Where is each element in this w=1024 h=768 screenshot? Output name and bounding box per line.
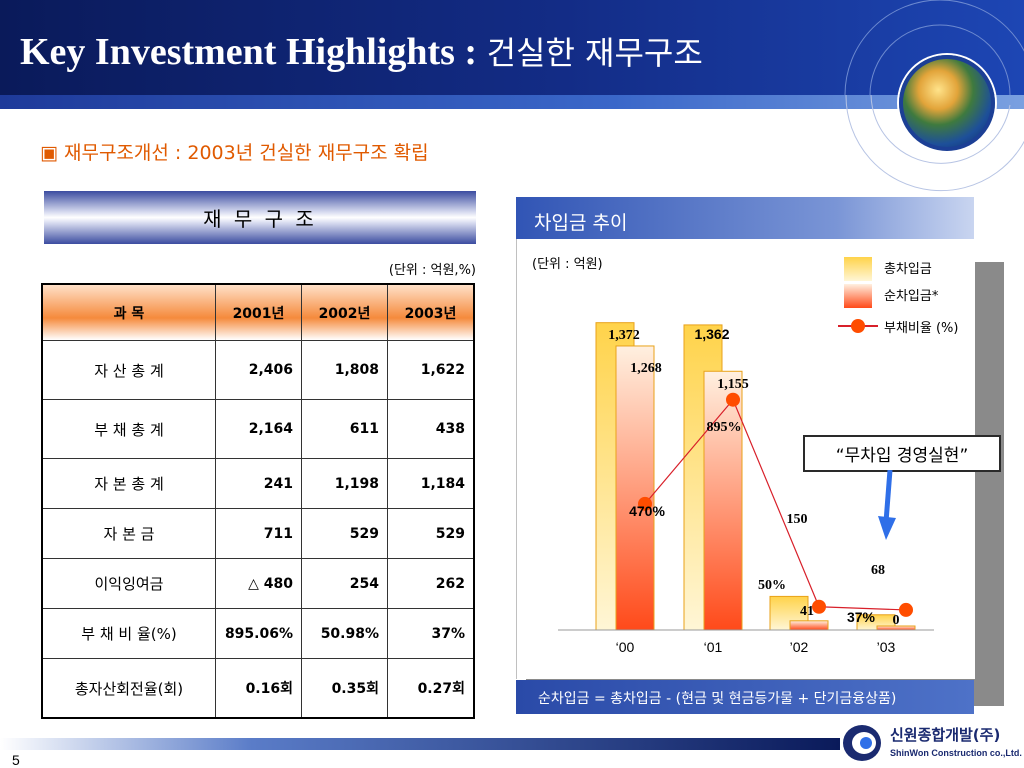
cell-value: 0.27회 bbox=[387, 658, 475, 719]
section-subtitle: ▣ 재무구조개선 : 2003년 건실한 재무구조 확립 bbox=[40, 142, 429, 164]
row-label: 부 채 총 계 bbox=[41, 399, 216, 459]
x-tick-label: ’03 bbox=[877, 639, 896, 655]
chart-footnote-bar: 순차입금 = 총차입금 - (현금 및 현금등가물 + 단기금융상품) bbox=[516, 680, 974, 714]
legend-swatch-total bbox=[844, 257, 872, 281]
row-label: 부 채 비 율(%) bbox=[41, 608, 216, 659]
cell-value: 895.06% bbox=[215, 608, 302, 659]
company-name-en: ShinWon Construction co.,Ltd. bbox=[890, 748, 1022, 758]
data-label-total: 1,362 bbox=[694, 326, 729, 342]
cell-value: 254 bbox=[301, 558, 388, 609]
callout-box: “무차입 경영실현” bbox=[803, 435, 1001, 472]
chart-panel-header: 차입금 추이 bbox=[516, 197, 974, 239]
data-label-total: 1,372 bbox=[608, 328, 640, 343]
bar-net-borrowings bbox=[615, 345, 655, 631]
data-label-ratio: 37% bbox=[847, 609, 876, 625]
table-row: 총자산회전율(회) 0.16회 0.35회 0.27회 bbox=[41, 658, 475, 719]
table-title: 재 무 구 조 bbox=[44, 191, 476, 244]
chart-footnote: 순차입금 = 총차입금 - (현금 및 현금등가물 + 단기금융상품) bbox=[538, 691, 897, 707]
cell-value: 611 bbox=[301, 399, 388, 459]
data-label-total: 68 bbox=[871, 563, 885, 578]
legend-swatch-net bbox=[844, 284, 872, 308]
bar-net-borrowings bbox=[703, 370, 743, 631]
cell-value: 241 bbox=[215, 458, 302, 509]
cell-value: 1,808 bbox=[301, 340, 388, 400]
financial-structure-table: 과 목 2001년 2002년 2003년 자 산 총 계 2,406 1,80… bbox=[41, 283, 475, 719]
row-label: 자 본 금 bbox=[41, 508, 216, 559]
cell-value: 262 bbox=[387, 558, 475, 609]
cell-value: 438 bbox=[387, 399, 475, 459]
table-row: 자 산 총 계 2,406 1,808 1,622 bbox=[41, 340, 475, 400]
footer-band bbox=[0, 738, 840, 750]
row-label: 총자산회전율(회) bbox=[41, 658, 216, 719]
data-label-ratio: 50% bbox=[758, 578, 786, 593]
table-row: 부 채 비 율(%) 895.06% 50.98% 37% bbox=[41, 608, 475, 659]
cell-value: 529 bbox=[387, 508, 475, 559]
debt-ratio-point bbox=[726, 392, 740, 407]
globe-icon bbox=[899, 55, 995, 151]
debt-ratio-line: 470% 895% 50% 37% bbox=[629, 392, 913, 625]
legend-label: 순차입금* bbox=[884, 289, 939, 304]
cell-value: 37% bbox=[387, 608, 475, 659]
decorative-arcs bbox=[844, 0, 1024, 95]
company-logo: 신원종합개발(주) ShinWon Construction co.,Ltd. bbox=[838, 722, 1022, 764]
chart-title: 차입금 추이 bbox=[534, 212, 628, 234]
table-row: 부 채 총 계 2,164 611 438 bbox=[41, 399, 475, 459]
debt-ratio-point bbox=[638, 496, 652, 511]
x-tick-labels: ‘00 ‘01 ’02 ’03 bbox=[616, 639, 896, 655]
bar-net-borrowings bbox=[789, 620, 829, 631]
cell-value: 0.35회 bbox=[301, 658, 388, 719]
table-header-row: 과 목 2001년 2002년 2003년 bbox=[41, 283, 475, 341]
down-arrow-icon bbox=[878, 470, 896, 540]
table-row: 자 본 금 711 529 529 bbox=[41, 508, 475, 559]
page-number: 5 bbox=[12, 752, 20, 768]
cell-value: 1,184 bbox=[387, 458, 475, 509]
row-label: 이익잉여금 bbox=[41, 558, 216, 609]
data-label-ratio: 470% bbox=[629, 503, 665, 519]
cell-value: 529 bbox=[301, 508, 388, 559]
company-name-ko: 신원종합개발(주) bbox=[890, 726, 1001, 744]
title-bar: Key Investment Highlights : 건실한 재무구조 bbox=[0, 0, 1024, 95]
bar-series: 1,372 1,362 150 68 1,268 1,155 41 0 bbox=[595, 322, 916, 631]
row-label: 자 본 총 계 bbox=[41, 458, 216, 509]
debt-ratio-polyline bbox=[644, 398, 907, 611]
data-label-total: 150 bbox=[787, 512, 808, 527]
data-label-net: 1,268 bbox=[630, 361, 662, 376]
legend-label: 총차입금 bbox=[884, 262, 932, 277]
data-label-ratio: 895% bbox=[707, 420, 742, 435]
header-cell: 2003년 bbox=[387, 283, 475, 341]
legend-swatch-ratio-point bbox=[851, 319, 865, 333]
row-label: 자 산 총 계 bbox=[41, 340, 216, 400]
cell-value: 2,406 bbox=[215, 340, 302, 400]
cell-value: △ 480 bbox=[215, 558, 302, 609]
debt-ratio-point bbox=[812, 599, 826, 614]
header-cell: 2002년 bbox=[301, 283, 388, 341]
x-tick-label: ’02 bbox=[790, 639, 809, 655]
data-label-net: 0 bbox=[893, 613, 900, 628]
cell-value: 50.98% bbox=[301, 608, 388, 659]
table-row: 이익잉여금 △ 480 254 262 bbox=[41, 558, 475, 609]
cell-value: 1,622 bbox=[387, 340, 475, 400]
header-cell: 과 목 bbox=[41, 283, 216, 341]
data-label-net: 41 bbox=[800, 604, 814, 619]
data-label-net: 1,155 bbox=[717, 377, 749, 392]
header-cell: 2001년 bbox=[215, 283, 302, 341]
header-strip bbox=[0, 95, 1024, 109]
page-title: Key Investment Highlights : 건실한 재무구조 bbox=[20, 31, 703, 73]
cell-value: 2,164 bbox=[215, 399, 302, 459]
x-tick-label: ‘00 bbox=[616, 639, 635, 655]
borrowings-chart: (단위 : 억원) 1,372 1,362 150 68 1,268 1,155 41 0 4… bbox=[532, 257, 958, 655]
table-unit: (단위 : 억원,%) bbox=[388, 263, 476, 278]
cell-value: 1,198 bbox=[301, 458, 388, 509]
cell-value: 0.16회 bbox=[215, 658, 302, 719]
table-row: 자 본 총 계 241 1,198 1,184 bbox=[41, 458, 475, 509]
cell-value: 711 bbox=[215, 508, 302, 559]
decorative-arcs-lower bbox=[845, 95, 1024, 192]
legend-label: 부채비율 (%) bbox=[884, 321, 958, 336]
company-logo-mark-icon bbox=[843, 725, 881, 761]
chart-unit: (단위 : 억원) bbox=[532, 257, 603, 272]
x-tick-label: ‘01 bbox=[704, 639, 723, 655]
debt-ratio-point bbox=[899, 602, 913, 617]
